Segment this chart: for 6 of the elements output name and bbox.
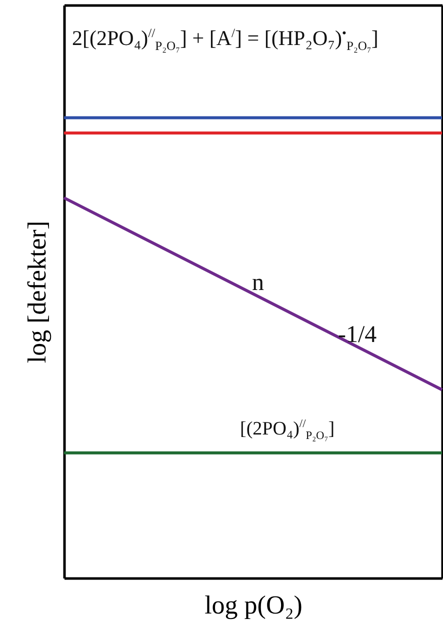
annotation: n	[252, 270, 264, 297]
text: 2[(2PO₄)$^{//}$$_{P₂O₇}$] + [A$^{/}$] = [(HP₂O₇)$^{•}$$_{P₂O₇}$]	[72, 26, 378, 54]
x-axis-title: log p(O₂)	[204, 590, 302, 620]
y-axis-title: log [defekter]	[22, 220, 52, 364]
annotation: [(2PO₄)$^{//}$$_{P₂O₇}$]	[240, 418, 335, 442]
annotation: -1/4	[338, 322, 377, 349]
